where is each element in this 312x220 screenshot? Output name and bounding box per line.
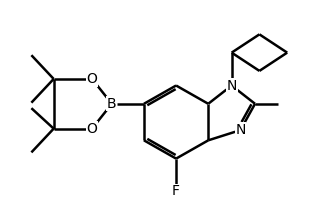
Text: N: N xyxy=(227,79,237,93)
Text: O: O xyxy=(87,122,97,136)
Text: B: B xyxy=(107,97,117,111)
Text: O: O xyxy=(87,72,97,86)
Text: F: F xyxy=(172,185,180,198)
Text: N: N xyxy=(235,123,246,137)
